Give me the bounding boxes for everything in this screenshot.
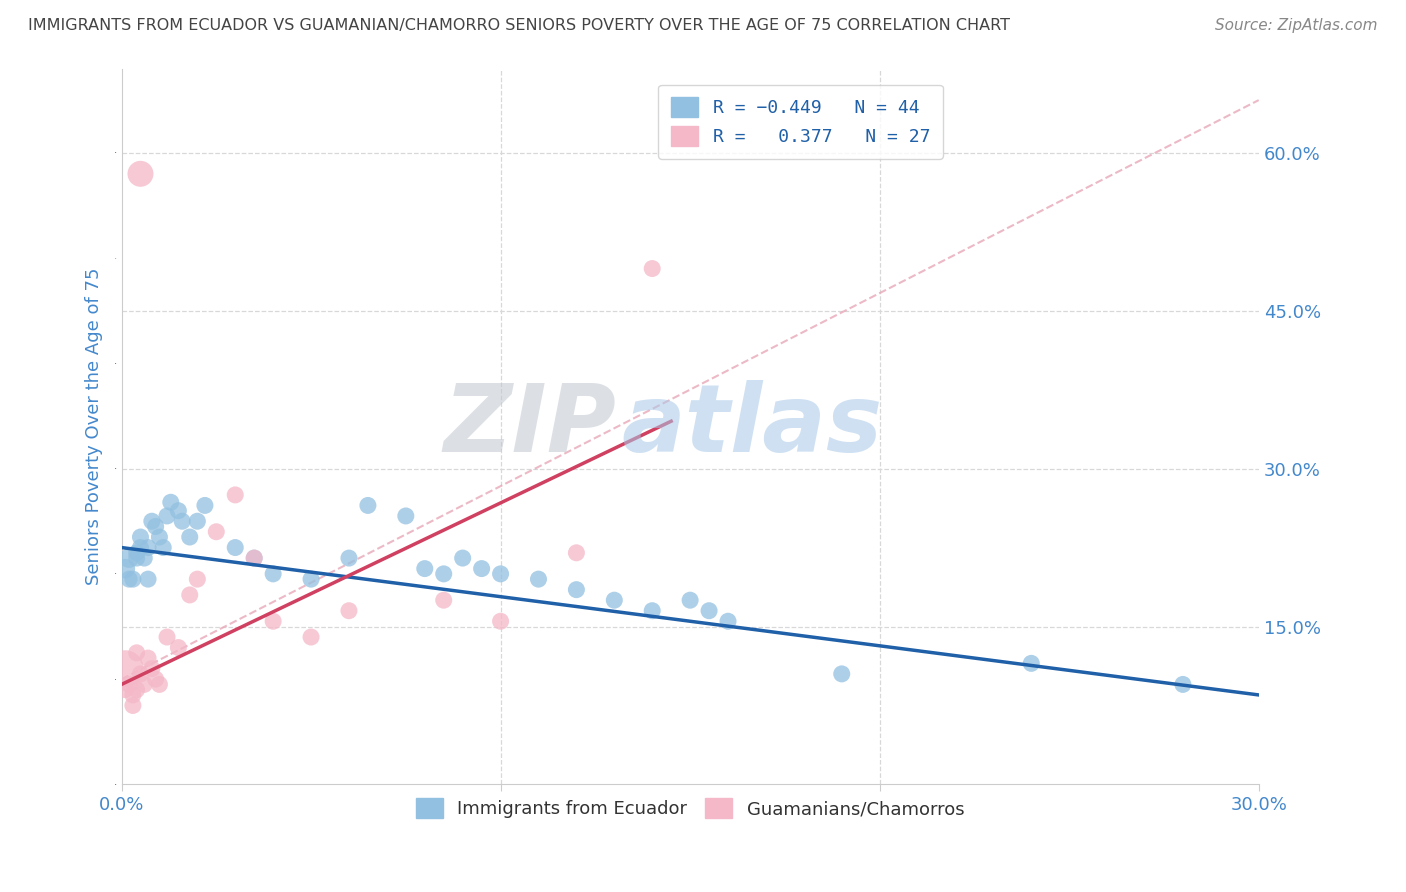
- Point: [451, 551, 474, 566]
- Point: [413, 561, 436, 575]
- Point: [179, 530, 201, 544]
- Point: [136, 572, 159, 586]
- Point: [114, 662, 136, 676]
- Point: [125, 646, 148, 660]
- Point: [489, 566, 512, 581]
- Point: [831, 666, 853, 681]
- Point: [603, 593, 626, 607]
- Point: [136, 651, 159, 665]
- Point: [179, 588, 201, 602]
- Point: [717, 614, 740, 628]
- Point: [527, 572, 550, 586]
- Point: [129, 167, 152, 181]
- Point: [122, 688, 145, 702]
- Point: [224, 541, 246, 555]
- Text: ZIP: ZIP: [443, 381, 616, 473]
- Point: [299, 572, 322, 586]
- Point: [357, 499, 380, 513]
- Point: [337, 604, 360, 618]
- Point: [118, 551, 141, 566]
- Point: [565, 546, 588, 560]
- Point: [243, 551, 266, 566]
- Point: [125, 546, 148, 560]
- Point: [129, 666, 152, 681]
- Point: [243, 551, 266, 566]
- Point: [167, 504, 190, 518]
- Text: IMMIGRANTS FROM ECUADOR VS GUAMANIAN/CHAMORRO SENIORS POVERTY OVER THE AGE OF 75: IMMIGRANTS FROM ECUADOR VS GUAMANIAN/CHA…: [28, 18, 1010, 33]
- Point: [299, 630, 322, 644]
- Point: [433, 593, 456, 607]
- Point: [194, 499, 217, 513]
- Point: [262, 614, 284, 628]
- Y-axis label: Seniors Poverty Over the Age of 75: Seniors Poverty Over the Age of 75: [86, 268, 103, 585]
- Point: [152, 541, 174, 555]
- Point: [129, 541, 152, 555]
- Point: [641, 261, 664, 276]
- Point: [224, 488, 246, 502]
- Point: [565, 582, 588, 597]
- Point: [679, 593, 702, 607]
- Point: [156, 630, 179, 644]
- Point: [134, 677, 156, 691]
- Text: atlas: atlas: [621, 381, 883, 473]
- Point: [148, 530, 170, 544]
- Point: [186, 514, 208, 528]
- Point: [433, 566, 456, 581]
- Point: [145, 519, 167, 533]
- Point: [172, 514, 194, 528]
- Point: [471, 561, 494, 575]
- Point: [145, 672, 167, 686]
- Point: [167, 640, 190, 655]
- Point: [114, 561, 136, 575]
- Point: [134, 551, 156, 566]
- Point: [641, 604, 664, 618]
- Point: [262, 566, 284, 581]
- Point: [159, 495, 181, 509]
- Text: Source: ZipAtlas.com: Source: ZipAtlas.com: [1215, 18, 1378, 33]
- Point: [337, 551, 360, 566]
- Point: [118, 572, 141, 586]
- Point: [114, 682, 136, 697]
- Point: [1171, 677, 1194, 691]
- Point: [186, 572, 208, 586]
- Point: [1019, 657, 1042, 671]
- Point: [148, 677, 170, 691]
- Point: [125, 682, 148, 697]
- Point: [156, 508, 179, 523]
- Point: [489, 614, 512, 628]
- Point: [122, 698, 145, 713]
- Point: [205, 524, 228, 539]
- Point: [125, 551, 148, 566]
- Legend: Immigrants from Ecuador, Guamanians/Chamorros: Immigrants from Ecuador, Guamanians/Cham…: [409, 791, 972, 825]
- Point: [141, 662, 163, 676]
- Point: [697, 604, 720, 618]
- Point: [141, 514, 163, 528]
- Point: [129, 530, 152, 544]
- Point: [122, 572, 145, 586]
- Point: [395, 508, 418, 523]
- Point: [118, 677, 141, 691]
- Point: [136, 541, 159, 555]
